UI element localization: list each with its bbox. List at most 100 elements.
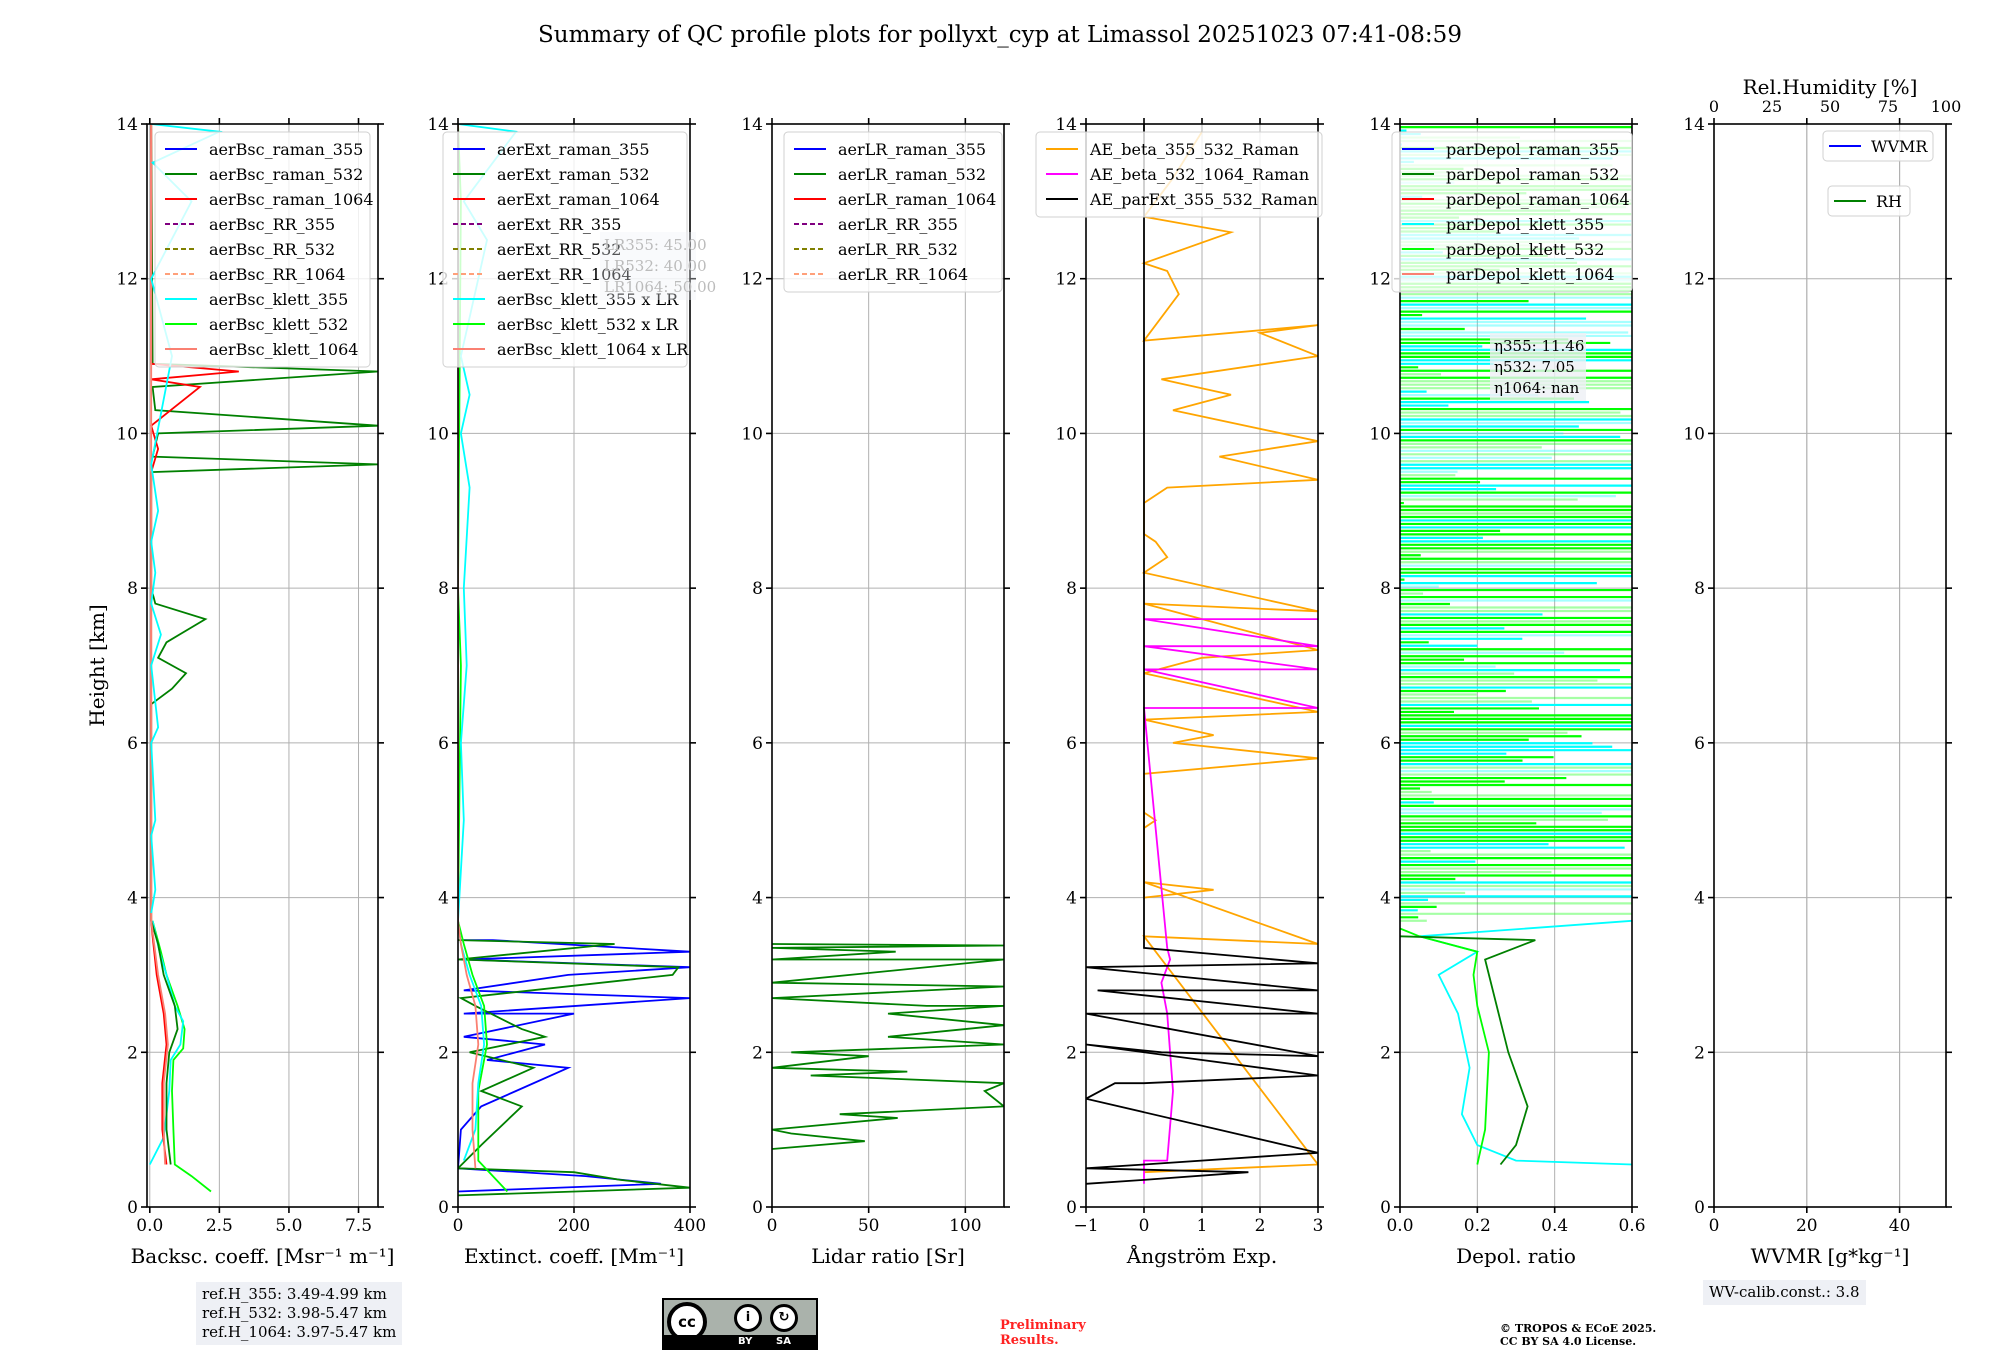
y-tick-label: 0 bbox=[127, 1198, 138, 1218]
y-tick-label: 6 bbox=[1066, 734, 1077, 754]
annotation-line: η1064: nan bbox=[1494, 379, 1580, 397]
y-tick-label: 0 bbox=[438, 1198, 449, 1218]
wv-calib-text: WV-calib.const.: 3.8 bbox=[1709, 1283, 1860, 1301]
annotation-box: LR355: 45.00 LR532: 40.00 LR1064: 50.00 bbox=[600, 232, 716, 300]
legend-frame bbox=[1822, 130, 1934, 162]
legend-box-rh: RH bbox=[1827, 185, 1911, 217]
x-tick-label: 200 bbox=[558, 1216, 590, 1236]
x-tick-label: 100 bbox=[949, 1216, 981, 1236]
y-tick-label: 10 bbox=[1683, 424, 1705, 444]
annotation-line: LR355: 45.00 bbox=[604, 236, 707, 254]
x-axis-label: Extinct. coeff. [Mm⁻¹] bbox=[464, 1244, 684, 1268]
x-axis-label: WVMR [g*kg⁻¹] bbox=[1751, 1244, 1910, 1268]
top-tick-label: 75 bbox=[1878, 97, 1898, 116]
x-tick-label: −1 bbox=[1073, 1216, 1098, 1236]
ref-height-532: ref.H_532: 3.98-5.47 km bbox=[202, 1304, 387, 1322]
x-tick-label: 5.0 bbox=[275, 1216, 302, 1236]
x-tick-label: 0.4 bbox=[1541, 1216, 1568, 1236]
y-tick-label: 10 bbox=[116, 424, 138, 444]
y-tick-label: 14 bbox=[427, 115, 449, 135]
y-tick-label: 12 bbox=[741, 270, 763, 290]
axes-frame bbox=[1713, 123, 1947, 1208]
x-tick-label: 0 bbox=[1139, 1216, 1150, 1236]
ref-height-355: ref.H_355: 3.49-4.99 km bbox=[202, 1285, 387, 1303]
series-aerbsc-raman-532 bbox=[150, 124, 378, 1165]
legend-label: aerBsc_klett_1064 bbox=[209, 340, 358, 359]
y-tick-label: 10 bbox=[1055, 424, 1077, 444]
x-tick-label: 50 bbox=[858, 1216, 880, 1236]
y-tick-label: 8 bbox=[1380, 579, 1391, 599]
legend-label: aerBsc_klett_532 bbox=[209, 315, 348, 334]
y-tick-label: 14 bbox=[1055, 115, 1077, 135]
legend-label: aerBsc_klett_355 bbox=[209, 290, 348, 309]
cc-license-badge: cc i ↻ BY SA bbox=[662, 1298, 818, 1350]
y-tick-label: 12 bbox=[116, 270, 138, 290]
legend-label: aerLR_RR_1064 bbox=[838, 265, 968, 284]
y-tick-label: 14 bbox=[1683, 115, 1705, 135]
legend-label: aerBsc_raman_355 bbox=[209, 140, 363, 159]
legend-box-wvmr: WVMR bbox=[1822, 130, 1934, 162]
y-tick-label: 10 bbox=[1369, 424, 1391, 444]
series-aerext-raman-532 bbox=[458, 939, 690, 1197]
top-axis-label: Rel.Humidity [%] bbox=[1743, 75, 1918, 99]
legend-label: aerExt_raman_532 bbox=[497, 165, 650, 184]
x-tick-label: 0.0 bbox=[1386, 1216, 1413, 1236]
annotation-line: η355: 11.46 bbox=[1494, 337, 1584, 355]
annotation-line: LR532: 40.00 bbox=[604, 257, 707, 275]
y-tick-label: 4 bbox=[752, 889, 763, 909]
legend-label: aerBsc_klett_355 x LR bbox=[497, 290, 679, 309]
y-tick-label: 6 bbox=[752, 734, 763, 754]
legend-label: aerBsc_RR_1064 bbox=[209, 265, 345, 284]
legend-frame bbox=[154, 131, 371, 368]
plot-area bbox=[1086, 124, 1318, 1185]
legend: aerLR_raman_355 aerLR_raman_532 aerLR_rama… bbox=[783, 131, 1003, 293]
x-axis-label: Depol. ratio bbox=[1456, 1244, 1576, 1268]
y-tick-label: 6 bbox=[1694, 734, 1705, 754]
axes-frame bbox=[146, 123, 379, 1208]
copyright-line-1: © TROPOS & ECoE 2025. bbox=[1500, 1322, 1657, 1335]
legend-label: aerBsc_RR_532 bbox=[209, 240, 335, 259]
y-tick-label: 8 bbox=[752, 579, 763, 599]
y-tick-label: 2 bbox=[438, 1043, 449, 1063]
legend-label: aerBsc_klett_1064 x LR bbox=[497, 340, 689, 359]
series-aerbsc-klett-1064-x-lr bbox=[458, 124, 480, 1169]
y-tick-label: 2 bbox=[127, 1043, 138, 1063]
series-ae-beta-355-532-raman bbox=[1141, 131, 1318, 1174]
annotation-line: η532: 7.05 bbox=[1494, 358, 1575, 376]
x-tick-label: 0 bbox=[453, 1216, 464, 1236]
y-tick-label: 0 bbox=[752, 1198, 763, 1218]
legend: parDepol_raman_355 parDepol_raman_532 parD… bbox=[1391, 131, 1633, 293]
legend-label: parDepol_klett_1064 bbox=[1446, 265, 1615, 284]
legend-label: aerBsc_RR_355 bbox=[209, 215, 335, 234]
x-tick-label: 40 bbox=[1889, 1216, 1911, 1236]
top-tick-label: 50 bbox=[1820, 97, 1840, 116]
x-tick-label: 0.2 bbox=[1464, 1216, 1491, 1236]
legend-label: parDepol_klett_532 bbox=[1446, 240, 1604, 259]
axes-frame bbox=[1399, 123, 1633, 1208]
series-pardepol-klett-532 bbox=[1400, 927, 1490, 1165]
plot-area bbox=[772, 943, 1004, 1150]
y-tick-label: 12 bbox=[1683, 270, 1705, 290]
y-tick-label: 2 bbox=[1694, 1043, 1705, 1063]
copyright-notice: © TROPOS & ECoE 2025. CC BY SA 4.0 Licen… bbox=[1500, 1322, 1656, 1348]
y-tick-label: 0 bbox=[1380, 1198, 1391, 1218]
series-aerlr-raman-532 bbox=[772, 943, 1004, 1150]
y-tick-label: 10 bbox=[427, 424, 449, 444]
x-tick-label: 1 bbox=[1197, 1216, 1208, 1236]
legend-label: aerExt_RR_532 bbox=[497, 240, 621, 259]
y-tick-label: 6 bbox=[438, 734, 449, 754]
share-alike-icon: ↻ bbox=[770, 1304, 798, 1332]
annotation-frame bbox=[600, 232, 696, 300]
x-axis-label: Backsc. coeff. [Msr⁻¹ m⁻¹] bbox=[131, 1244, 395, 1268]
x-axis-label: Ångström Exp. bbox=[1126, 1243, 1277, 1268]
series-pardepol-klett-355 bbox=[1419, 919, 1632, 1166]
legend: aerExt_raman_355 aerExt_raman_532 aerExt_r… bbox=[442, 131, 689, 368]
legend-label: aerLR_raman_1064 bbox=[838, 190, 996, 209]
legend-label: aerLR_RR_532 bbox=[838, 240, 958, 259]
ref-height-1064: ref.H_1064: 3.97-5.47 km bbox=[202, 1323, 397, 1341]
legend-frame bbox=[783, 131, 1003, 293]
legend-frame bbox=[1035, 131, 1323, 218]
legend-label: aerExt_RR_1064 bbox=[497, 265, 632, 284]
axes-frame bbox=[771, 123, 1005, 1208]
